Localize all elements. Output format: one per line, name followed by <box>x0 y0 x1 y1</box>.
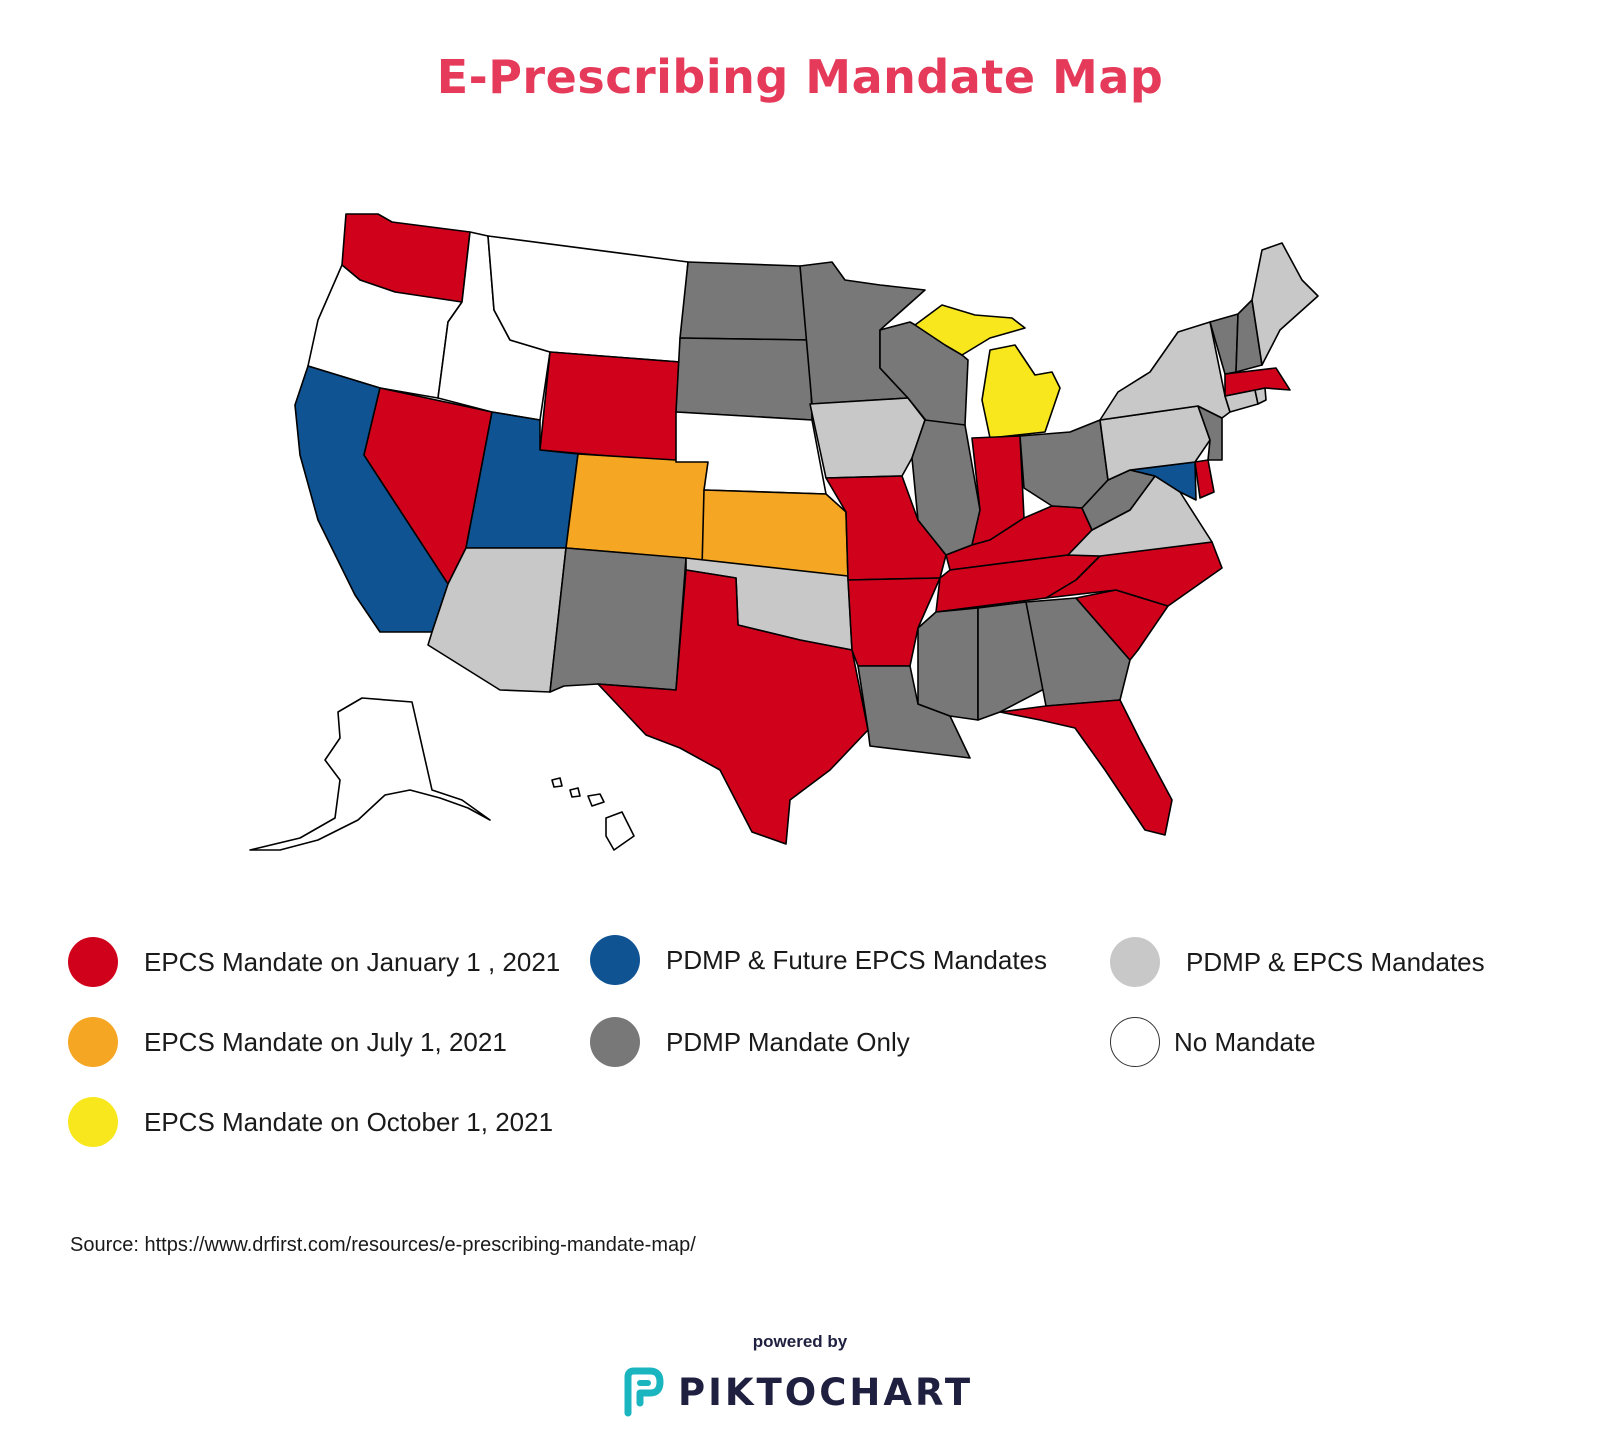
state-mississippi <box>917 607 979 721</box>
legend-swatch-blue <box>590 935 640 985</box>
piktochart-brand[interactable]: PIKTOCHART <box>622 1364 973 1420</box>
state-new-mexico <box>549 547 687 693</box>
legend-swatch-yellow <box>68 1097 118 1147</box>
state-montana <box>487 235 689 363</box>
state-louisiana <box>857 665 971 759</box>
legend-label-lightgray: PDMP & EPCS Mandates <box>1186 946 1485 977</box>
state-michigan-lower <box>981 344 1061 439</box>
legend-swatch-darkgray <box>590 1017 640 1067</box>
legend-swatch-lightgray <box>1110 937 1160 987</box>
state-wyoming <box>539 351 681 463</box>
state-alabama <box>977 601 1047 721</box>
state-massachusetts <box>1224 367 1291 397</box>
state-alaska <box>249 697 491 851</box>
piktochart-logo-icon <box>624 1367 664 1417</box>
state-hawaii-maui <box>587 793 605 807</box>
state-north-carolina <box>1045 541 1223 607</box>
state-florida <box>999 699 1173 836</box>
us-mandate-map <box>249 213 1319 851</box>
state-hawaii-oahu <box>569 787 581 798</box>
legend-swatch-orange <box>68 1017 118 1067</box>
state-hawaii-kauai <box>551 777 563 788</box>
powered-by-label: powered by <box>752 1332 848 1351</box>
map-title: E-Prescribing Mandate Map <box>436 50 1164 104</box>
state-hawaii-big-island <box>605 811 635 851</box>
state-texas <box>597 569 869 845</box>
legend-label-yellow: EPCS Mandate on October 1, 2021 <box>144 1106 554 1137</box>
legend-item-yellow: EPCS Mandate on October 1, 2021 <box>68 1096 553 1148</box>
legend-item-red: EPCS Mandate on January 1 , 2021 <box>68 936 560 988</box>
state-north-dakota <box>679 261 811 341</box>
state-georgia <box>1025 597 1131 707</box>
legend-swatch-white <box>1110 1017 1160 1067</box>
legend-label-red: EPCS Mandate on January 1 , 2021 <box>144 946 561 977</box>
legend-swatch-red <box>68 937 118 987</box>
state-colorado <box>565 453 709 561</box>
source-text: Source: https://www.drfirst.com/resource… <box>70 1234 696 1256</box>
legend-label-blue: PDMP & Future EPCS Mandates <box>666 944 1048 975</box>
legend-item-lightgray: PDMP & EPCS Mandates <box>1110 936 1485 988</box>
legend-item-white: No Mandate <box>1110 1016 1316 1068</box>
legend-label-orange: EPCS Mandate on July 1, 2021 <box>144 1026 507 1057</box>
legend-label-darkgray: PDMP Mandate Only <box>666 1026 910 1057</box>
brand-name: PIKTOCHART <box>678 1370 974 1414</box>
legend-item-blue: PDMP & Future EPCS Mandates <box>590 934 1047 986</box>
state-south-dakota <box>675 337 813 421</box>
state-missouri <box>825 475 947 581</box>
state-michigan-upper <box>914 304 1026 356</box>
state-iowa <box>809 397 926 479</box>
legend-item-darkgray: PDMP Mandate Only <box>590 1016 910 1068</box>
legend-label-white: No Mandate <box>1174 1026 1316 1057</box>
state-delaware <box>1194 459 1215 499</box>
state-new-york <box>1099 321 1231 421</box>
legend-item-orange: EPCS Mandate on July 1, 2021 <box>68 1016 507 1068</box>
state-maine <box>1251 242 1319 366</box>
